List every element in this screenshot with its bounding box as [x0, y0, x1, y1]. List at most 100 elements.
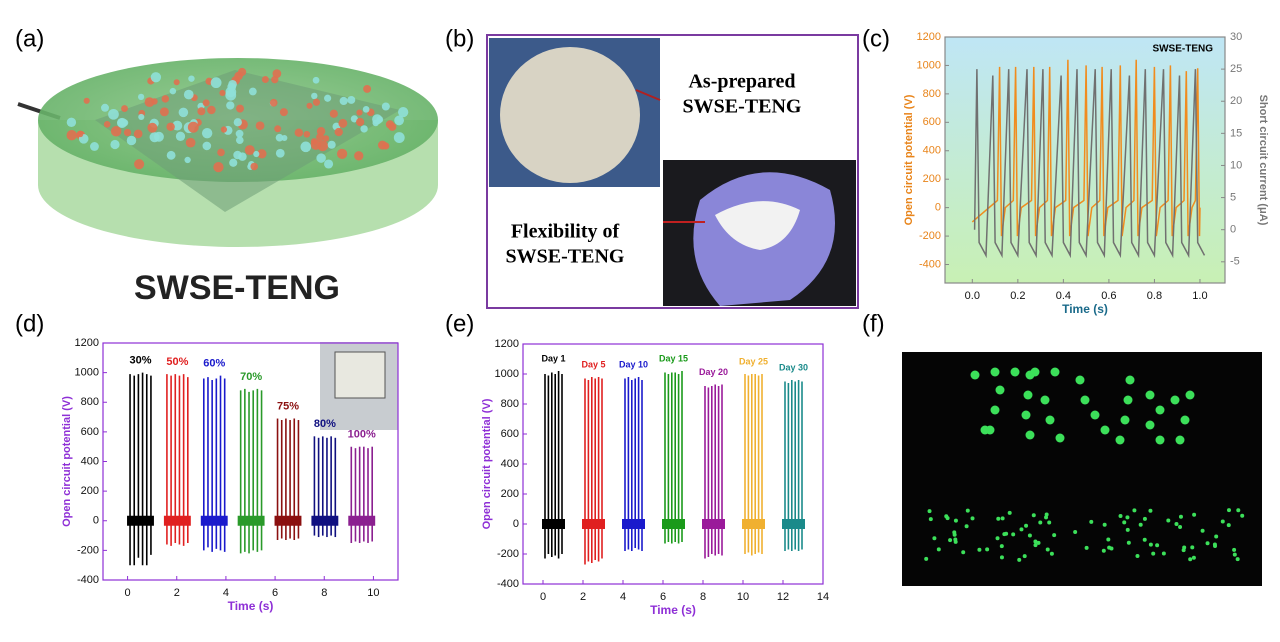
- led: [1075, 375, 1085, 385]
- y-tick-label: 1000: [75, 367, 99, 379]
- chart-title: SWSE-TENG: [1152, 44, 1213, 55]
- y-tick-label: 600: [501, 428, 519, 440]
- y2-tick-label: 30: [1230, 31, 1242, 43]
- y-tick-label: 400: [923, 145, 941, 157]
- bead: [233, 118, 242, 127]
- bead: [226, 101, 235, 110]
- bead: [213, 162, 224, 173]
- y-tick-label: 400: [81, 455, 99, 467]
- led: [1089, 519, 1094, 524]
- led: [1213, 544, 1218, 549]
- panel-label: (a): [15, 25, 44, 52]
- x-tick-label: 4: [223, 587, 229, 599]
- led: [1047, 520, 1052, 525]
- led: [970, 516, 975, 521]
- y-axis-label: Open circuit potential (V): [481, 398, 493, 529]
- y-axis-label: Open circuit potential (V): [61, 396, 73, 527]
- led: [932, 536, 937, 541]
- bead: [339, 96, 348, 106]
- y-tick-label: -400: [497, 578, 519, 590]
- bead: [356, 117, 365, 127]
- bead: [272, 69, 282, 78]
- bead: [324, 94, 332, 102]
- bead: [235, 129, 244, 138]
- bead: [197, 107, 206, 116]
- series-label: Day 30: [779, 362, 808, 372]
- led: [1125, 375, 1135, 385]
- y-tick-label: 1000: [495, 368, 519, 380]
- y2-tick-label: 20: [1230, 95, 1242, 107]
- baseline-noise: [622, 519, 645, 529]
- bead: [178, 107, 189, 118]
- y-tick-label: 0: [513, 518, 519, 530]
- led: [1107, 545, 1112, 550]
- led: [1132, 508, 1137, 513]
- led: [1007, 510, 1012, 515]
- led: [1011, 532, 1016, 537]
- baseline-noise: [200, 515, 228, 526]
- bead: [300, 141, 312, 153]
- bead: [327, 140, 336, 149]
- series-label: 100%: [348, 429, 376, 441]
- series-label: Day 15: [659, 353, 688, 363]
- led: [985, 547, 990, 552]
- y2-tick-label: 0: [1230, 224, 1236, 236]
- series-label: Day 1: [541, 353, 565, 363]
- panel-label: (b): [445, 25, 474, 52]
- bead: [294, 128, 304, 137]
- device-illustration: [17, 58, 438, 247]
- led: [1181, 548, 1186, 553]
- bead: [228, 79, 237, 89]
- series-label: 70%: [240, 371, 262, 383]
- y-tick-label: 600: [81, 426, 99, 438]
- led: [1025, 430, 1035, 440]
- y-axis-label: Open circuit potential (V): [903, 94, 915, 225]
- led: [995, 536, 1000, 541]
- led: [953, 539, 958, 544]
- bead: [110, 139, 120, 150]
- bead: [184, 156, 191, 164]
- bead: [362, 105, 370, 113]
- led: [1178, 525, 1183, 530]
- x-tick-label: 1.0: [1192, 290, 1207, 302]
- bead: [250, 162, 258, 171]
- led: [999, 555, 1004, 560]
- bead: [134, 159, 145, 170]
- led: [1232, 552, 1237, 557]
- led: [1090, 410, 1100, 420]
- baseline-noise: [127, 515, 154, 526]
- bead: [220, 126, 228, 133]
- led: [1175, 435, 1185, 445]
- y-tick-label: 1000: [917, 59, 941, 71]
- baseline-noise: [662, 519, 685, 529]
- bead: [324, 159, 334, 169]
- led: [1038, 520, 1043, 525]
- x-axis-label: Time (s): [650, 603, 696, 617]
- bead: [219, 89, 226, 97]
- led: [953, 518, 958, 523]
- x-axis-label: Time (s): [228, 599, 274, 613]
- bead: [360, 125, 368, 133]
- y-tick-label: -400: [919, 258, 941, 270]
- x-tick-label: 2: [580, 591, 586, 603]
- y-tick-label: 200: [81, 485, 99, 497]
- y-tick-label: 800: [923, 88, 941, 100]
- series-label: Day 5: [581, 359, 605, 369]
- led: [1036, 540, 1041, 545]
- bead: [233, 150, 242, 160]
- led: [1101, 548, 1106, 553]
- x-tick-label: 6: [272, 587, 278, 599]
- led: [977, 547, 982, 552]
- led: [1174, 521, 1179, 526]
- bead: [393, 132, 405, 144]
- led: [1031, 513, 1036, 518]
- bead: [149, 132, 160, 143]
- x-tick-label: 10: [367, 587, 379, 599]
- y-tick-label: 600: [923, 116, 941, 128]
- photo-flexibility: [663, 160, 856, 306]
- led: [1226, 523, 1231, 528]
- photo-caption: Flexibility of: [511, 221, 620, 243]
- bead: [381, 102, 390, 111]
- bead: [312, 76, 320, 84]
- bead: [173, 79, 180, 86]
